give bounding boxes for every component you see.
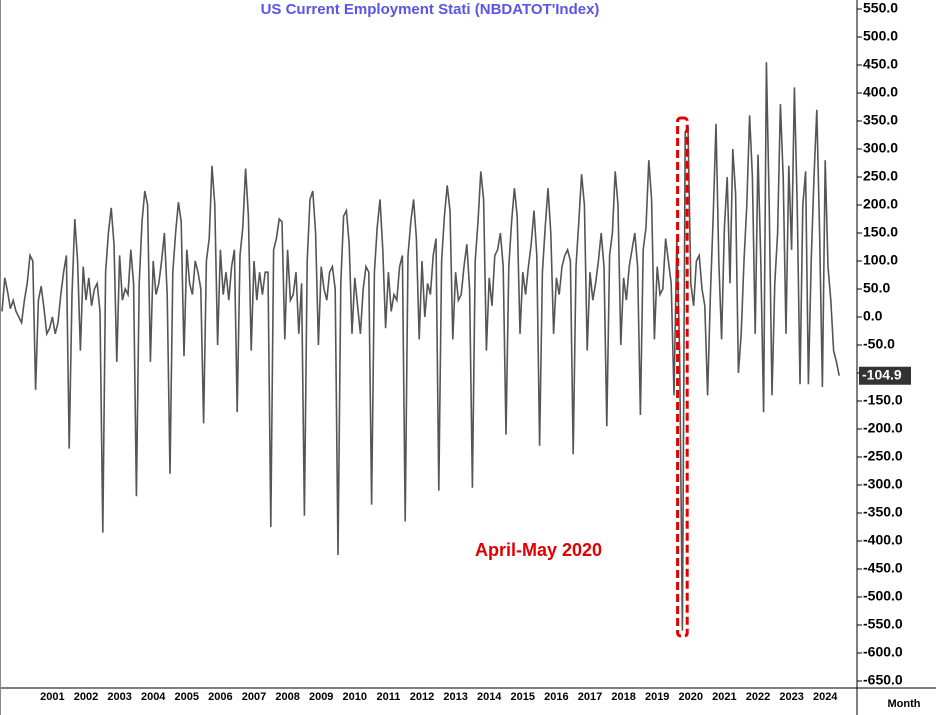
x-tick-label: 2002 bbox=[74, 691, 98, 703]
y-tick-label: -150.0 bbox=[863, 392, 903, 408]
y-tick-label: 100.0 bbox=[863, 252, 898, 268]
y-tick-label: -500.0 bbox=[863, 588, 903, 604]
data-line bbox=[1, 62, 840, 631]
x-tick-label: 2017 bbox=[578, 691, 602, 703]
x-tick-label: 2015 bbox=[511, 691, 535, 703]
y-tick-label: -300.0 bbox=[863, 476, 903, 492]
x-tick-label: 2001 bbox=[40, 691, 64, 703]
y-tick-label: 150.0 bbox=[863, 224, 898, 240]
x-tick-label: 2010 bbox=[343, 691, 367, 703]
x-tick-label: 2003 bbox=[107, 691, 131, 703]
x-tick-label: 2004 bbox=[141, 691, 166, 703]
y-tick-label: 500.0 bbox=[863, 28, 898, 44]
x-tick-label: 2006 bbox=[208, 691, 232, 703]
x-tick-label: 2005 bbox=[175, 691, 199, 703]
y-tick-label: 0.0 bbox=[863, 308, 883, 324]
y-tick-label: 50.0 bbox=[863, 280, 890, 296]
x-tick-label: 2008 bbox=[275, 691, 299, 703]
x-tick-label: 2019 bbox=[645, 691, 669, 703]
last-value-label: -104.9 bbox=[862, 366, 902, 382]
x-tick-label: 2009 bbox=[309, 691, 333, 703]
x-tick-label: 2007 bbox=[242, 691, 266, 703]
x-tick-label: 2011 bbox=[376, 691, 400, 703]
x-tick-label: 2016 bbox=[544, 691, 568, 703]
x-tick-label: 2014 bbox=[477, 691, 502, 703]
annotation: April-May 2020 bbox=[475, 540, 602, 560]
y-tick-label: 300.0 bbox=[863, 140, 898, 156]
chart-title: US Current Employment Stati (NBDATOT'Ind… bbox=[261, 1, 600, 18]
x-tick-label: 2020 bbox=[679, 691, 703, 703]
x-tick-label: 2012 bbox=[410, 691, 434, 703]
y-tick-label: -400.0 bbox=[863, 532, 903, 548]
x-tick-label: 2018 bbox=[611, 691, 635, 703]
last-value-box bbox=[859, 366, 911, 385]
y-tick-label: 250.0 bbox=[863, 168, 898, 184]
y-tick-label: -250.0 bbox=[863, 448, 903, 464]
x-tick-label: 2022 bbox=[746, 691, 770, 703]
x-tick-label: 2024 bbox=[813, 691, 838, 703]
y-tick-label: 400.0 bbox=[863, 84, 898, 100]
y-tick-label: 200.0 bbox=[863, 196, 898, 212]
y-tick-label: 550.0 bbox=[863, 0, 898, 16]
x-tick-label: 2021 bbox=[712, 691, 736, 703]
y-tick-label: -350.0 bbox=[863, 504, 903, 520]
y-tick-label: -450.0 bbox=[863, 560, 903, 576]
x-tick-label: 2023 bbox=[779, 691, 803, 703]
x-tick-label: 2013 bbox=[443, 691, 467, 703]
x-axis-label: Month bbox=[888, 698, 921, 710]
y-tick-label: 450.0 bbox=[863, 56, 898, 72]
annotation-box bbox=[676, 116, 689, 638]
y-tick-label: 350.0 bbox=[863, 112, 898, 128]
y-tick-label: -200.0 bbox=[863, 420, 903, 436]
y-tick-label: -650.0 bbox=[863, 672, 903, 688]
y-tick-label: -550.0 bbox=[863, 616, 903, 632]
y-tick-label: -600.0 bbox=[863, 644, 903, 660]
y-tick-label: -50.0 bbox=[863, 336, 895, 352]
